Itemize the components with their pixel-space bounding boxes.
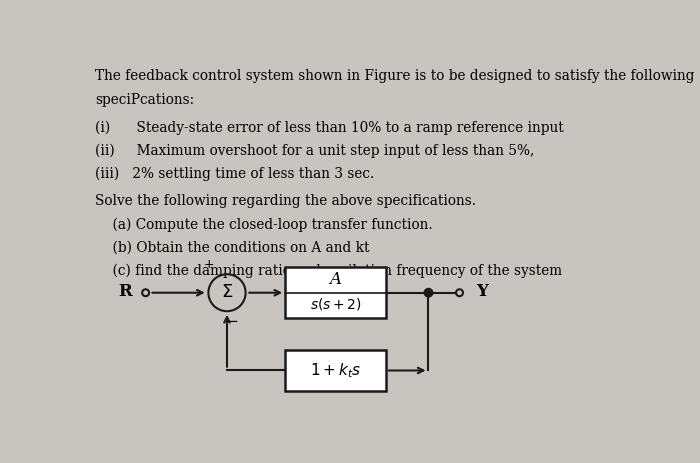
Text: +: + <box>204 258 214 271</box>
Text: Y: Y <box>477 283 489 300</box>
Text: (c) find the damping ratio and oscilation frequency of the system: (c) find the damping ratio and oscilatio… <box>95 263 562 278</box>
Text: $s(s+2)$: $s(s+2)$ <box>309 296 361 313</box>
Bar <box>285 350 386 390</box>
Text: (ii)     Maximum overshoot for a unit step input of less than 5%,: (ii) Maximum overshoot for a unit step i… <box>95 144 535 158</box>
Text: The feedback control system shown in Figure is to be designed to satisfy the fol: The feedback control system shown in Fig… <box>95 69 694 83</box>
Text: A: A <box>330 271 342 288</box>
Text: (a) Compute the closed-loop transfer function.: (a) Compute the closed-loop transfer fun… <box>95 217 433 232</box>
Text: $\Sigma$: $\Sigma$ <box>221 283 233 301</box>
Text: Solve the following regarding the above specifications.: Solve the following regarding the above … <box>95 194 476 208</box>
Text: R: R <box>118 283 132 300</box>
Text: $1+k_t s$: $1+k_t s$ <box>309 361 361 380</box>
Text: −: − <box>225 314 238 329</box>
Text: (iii)   2% settling time of less than 3 sec.: (iii) 2% settling time of less than 3 se… <box>95 166 374 181</box>
Text: (i)      Steady-state error of less than 10% to a ramp reference input: (i) Steady-state error of less than 10% … <box>95 120 564 135</box>
Circle shape <box>424 288 433 297</box>
Bar <box>285 267 386 318</box>
Text: (b) Obtain the conditions on A and kt: (b) Obtain the conditions on A and kt <box>95 240 370 254</box>
Text: speciPcations:: speciPcations: <box>95 93 195 106</box>
